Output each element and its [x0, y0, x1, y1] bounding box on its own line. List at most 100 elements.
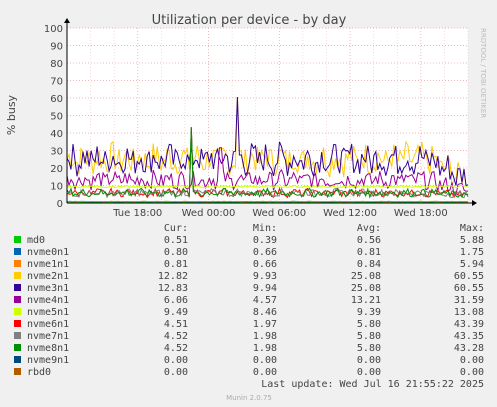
legend-avg-md0: 0.56 — [357, 235, 381, 246]
legend-name-nvme0n1: nvme0n1 — [27, 247, 69, 258]
legend-min-nvme3n1: 9.94 — [253, 283, 277, 294]
legend-swatch-nvme6n1 — [14, 320, 21, 327]
legend-name-nvme4n1: nvme4n1 — [27, 295, 69, 306]
x-tick-label: Wed 18:00 — [394, 208, 448, 219]
legend-name-nvme5n1: nvme5n1 — [27, 307, 69, 318]
legend-swatch-nvme8n1 — [14, 344, 21, 351]
legend-cur-nvme4n1: 6.06 — [164, 295, 188, 306]
legend-max-nvme9n1: 0.00 — [460, 355, 484, 366]
legend-avg-nvme3n1: 25.08 — [351, 283, 381, 294]
series-line-nvme5n1 — [66, 184, 469, 189]
y-tick-label: 70 — [50, 77, 63, 88]
legend-max-nvme0n1: 1.75 — [460, 247, 484, 258]
legend-min-nvme9n1: 0.00 — [253, 355, 277, 366]
legend: Cur: Min: Avg: Max: md0 0.51 0.39 0.56 5.88 nvme0… — [14, 223, 484, 378]
axes — [64, 18, 477, 206]
legend-header-cur: Cur: — [164, 223, 188, 234]
y-tick-label: 20 — [50, 164, 63, 175]
legend-cur-nvme3n1: 12.83 — [158, 283, 188, 294]
legend-cur-nvme5n1: 9.49 — [164, 307, 188, 318]
legend-cur-nvme8n1: 4.52 — [164, 343, 188, 354]
legend-name-rbd0: rbd0 — [27, 367, 51, 378]
legend-avg-nvme0n1: 0.81 — [357, 247, 381, 258]
y-tick-label: 100 — [44, 24, 63, 35]
y-tick-label: 10 — [50, 182, 63, 193]
legend-cur-nvme7n1: 4.52 — [164, 331, 188, 342]
y-tick-label: 30 — [50, 147, 63, 158]
legend-name-nvme9n1: nvme9n1 — [27, 355, 69, 366]
munin-version: Munin 2.0.75 — [226, 394, 272, 402]
legend-swatch-nvme1n1 — [14, 260, 21, 267]
legend-header-min: Min: — [253, 223, 277, 234]
legend-max-nvme6n1: 43.39 — [454, 319, 484, 330]
y-axis-arrow — [64, 18, 70, 23]
series-line-nvme4n1 — [66, 147, 469, 196]
legend-min-nvme1n1: 0.66 — [253, 259, 277, 270]
legend-max-nvme5n1: 13.08 — [454, 307, 484, 318]
legend-swatch-rbd0 — [14, 368, 21, 375]
legend-swatch-nvme9n1 — [14, 356, 21, 363]
legend-cur-nvme6n1: 4.51 — [164, 319, 188, 330]
legend-avg-nvme4n1: 13.21 — [351, 295, 381, 306]
y-tick-label: 80 — [50, 59, 63, 70]
series-line-nvme3n1 — [66, 96, 469, 187]
legend-min-nvme8n1: 1.98 — [253, 343, 277, 354]
legend-avg-rbd0: 0.00 — [357, 367, 381, 378]
legend-cur-nvme0n1: 0.80 — [164, 247, 188, 258]
legend-max-nvme4n1: 31.59 — [454, 295, 484, 306]
y-tick-label: 40 — [50, 129, 63, 140]
legend-avg-nvme9n1: 0.00 — [357, 355, 381, 366]
legend-name-nvme2n1: nvme2n1 — [27, 271, 69, 282]
legend-header-avg: Avg: — [357, 223, 381, 234]
legend-name-nvme6n1: nvme6n1 — [27, 319, 69, 330]
y-tick-label: 90 — [50, 42, 63, 53]
legend-min-md0: 0.39 — [253, 235, 277, 246]
legend-cur-nvme1n1: 0.81 — [164, 259, 188, 270]
legend-max-nvme2n1: 60.55 — [454, 271, 484, 282]
legend-cur-md0: 0.51 — [164, 235, 188, 246]
legend-min-nvme6n1: 1.97 — [253, 319, 277, 330]
x-tick-label: Tue 18:00 — [112, 208, 162, 219]
legend-name-md0: md0 — [27, 235, 45, 246]
legend-avg-nvme5n1: 9.39 — [357, 307, 381, 318]
legend-min-rbd0: 0.00 — [253, 367, 277, 378]
legend-min-nvme2n1: 9.93 — [253, 271, 277, 282]
legend-min-nvme0n1: 0.66 — [253, 247, 277, 258]
legend-max-nvme3n1: 60.55 — [454, 283, 484, 294]
legend-name-nvme8n1: nvme8n1 — [27, 343, 69, 354]
y-tick-label: 50 — [50, 112, 63, 123]
legend-cur-nvme2n1: 12.82 — [158, 271, 188, 282]
legend-avg-nvme6n1: 5.80 — [357, 319, 381, 330]
legend-swatch-nvme2n1 — [14, 272, 21, 279]
legend-avg-nvme2n1: 25.08 — [351, 271, 381, 282]
legend-swatch-nvme7n1 — [14, 332, 21, 339]
x-tick-label: Wed 06:00 — [252, 208, 306, 219]
legend-avg-nvme1n1: 0.84 — [357, 259, 381, 270]
legend-name-nvme3n1: nvme3n1 — [27, 283, 69, 294]
y-tick-labels: 0 10 20 30 40 50 60 70 80 90 100 — [44, 24, 63, 210]
legend-name-nvme7n1: nvme7n1 — [27, 331, 69, 342]
legend-swatch-nvme0n1 — [14, 248, 21, 255]
series-line-nvme8n1 — [66, 127, 469, 199]
x-tick-labels: Tue 18:00 Wed 00:00 Wed 06:00 Wed 12:00 Wed … — [112, 208, 448, 219]
legend-header-max: Max: — [460, 223, 484, 234]
legend-min-nvme4n1: 4.57 — [253, 295, 277, 306]
legend-max-md0: 5.88 — [460, 235, 484, 246]
legend-max-nvme7n1: 43.35 — [454, 331, 484, 342]
x-tick-label: Wed 00:00 — [182, 208, 236, 219]
legend-min-nvme5n1: 8.46 — [253, 307, 277, 318]
y-tick-label: 60 — [50, 94, 63, 105]
y-axis-label: % busy — [5, 94, 18, 135]
legend-avg-nvme8n1: 5.80 — [357, 343, 381, 354]
series-line-nvme1n1 — [66, 200, 469, 203]
rrdtool-watermark: RRDTOOL / TOBI OETIKER — [479, 28, 487, 118]
legend-swatch-md0 — [14, 236, 21, 243]
last-update: Last update: Wed Jul 16 21:55:22 2025 — [261, 379, 484, 390]
legend-swatch-nvme5n1 — [14, 308, 21, 315]
y-tick-label: 0 — [57, 199, 63, 210]
legend-min-nvme7n1: 1.98 — [253, 331, 277, 342]
legend-max-rbd0: 0.00 — [460, 367, 484, 378]
x-tick-label: Wed 12:00 — [323, 208, 377, 219]
legend-swatch-nvme4n1 — [14, 296, 21, 303]
legend-cur-nvme9n1: 0.00 — [164, 355, 188, 366]
